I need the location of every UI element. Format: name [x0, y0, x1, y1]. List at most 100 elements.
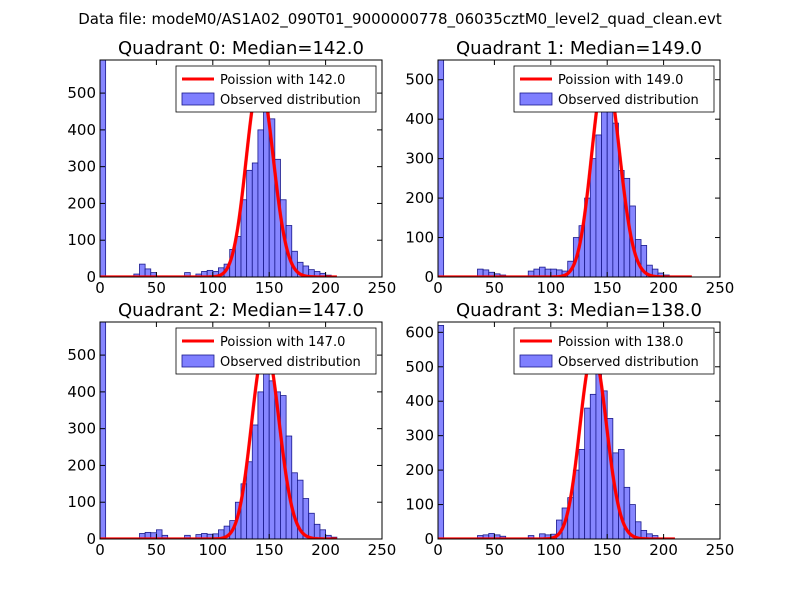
histogram-bar: [257, 391, 264, 539]
x-tick-label: 200: [649, 541, 678, 559]
histogram-bar: [139, 263, 146, 277]
histogram-bar: [595, 134, 602, 277]
legend-label-poisson: Poission with 147.0: [220, 335, 345, 350]
y-tick-label: 200: [405, 461, 434, 479]
histogram-bar: [438, 60, 445, 277]
y-tick-label: 400: [67, 121, 96, 139]
y-tick-label: 0: [86, 268, 96, 286]
poisson-fit-line: [438, 350, 676, 539]
x-tick-label: 0: [95, 541, 105, 559]
histogram-bar: [601, 110, 608, 277]
x-tick-label: 250: [368, 541, 397, 559]
histogram-bar: [251, 162, 259, 277]
legend-label-observed: Observed distribution: [220, 93, 361, 108]
figure-title: Data file: modeM0/AS1A02_090T01_90000007…: [78, 10, 722, 29]
y-tick-label: 400: [67, 383, 96, 401]
legend-swatch-observed: [519, 354, 553, 368]
subplot-title: Quadrant 2: Median=147.0: [118, 300, 364, 321]
y-tick-label: 200: [67, 456, 96, 474]
legend-label-observed: Observed distribution: [220, 355, 361, 370]
x-tick-label: 100: [198, 541, 227, 559]
y-tick-label: 500: [67, 84, 96, 102]
subplot-title: Quadrant 0: Median=142.0: [118, 38, 364, 59]
histogram-bar: [246, 461, 253, 539]
x-tick-label: 200: [311, 541, 340, 559]
x-tick-label: 50: [147, 279, 166, 297]
histogram-bar: [100, 322, 107, 539]
plot-area: [438, 325, 676, 539]
subplot-quadrant-0: 0 50 100 150 200 250 0 100 200 300 400 500 Quadrant …: [67, 38, 396, 297]
x-tick-label: 200: [649, 279, 678, 297]
x-tick-label: 150: [255, 279, 284, 297]
y-tick-label: 200: [67, 194, 96, 212]
plot-area: [100, 60, 338, 277]
histogram-bar: [246, 169, 253, 277]
y-tick-label: 200: [405, 189, 434, 207]
y-tick-label: 500: [405, 358, 434, 376]
y-tick-label: 0: [424, 268, 434, 286]
subplot-title: Quadrant 3: Median=138.0: [456, 300, 702, 321]
y-tick-label: 500: [405, 71, 434, 89]
y-tick-label: 0: [86, 530, 96, 548]
y-tick-label: 500: [67, 346, 96, 364]
x-tick-label: 150: [255, 541, 284, 559]
y-tick-label: 400: [405, 392, 434, 410]
histogram-bar: [308, 512, 315, 539]
x-tick-label: 0: [433, 279, 443, 297]
axes-frame: [99, 59, 383, 278]
legend-swatch-observed: [181, 354, 215, 368]
y-tick-label: 300: [67, 158, 96, 176]
histogram-bar: [584, 407, 591, 539]
y-tick-label: 100: [405, 496, 434, 514]
y-tick-label: 100: [405, 229, 434, 247]
legend-swatch-observed: [519, 92, 553, 106]
y-tick-label: 0: [424, 530, 434, 548]
x-tick-label: 0: [433, 541, 443, 559]
x-tick-label: 250: [706, 541, 735, 559]
subplot-quadrant-3: 0 50 100 150 200 250 0 100 200 300 400 500 600 Quadra…: [405, 300, 734, 559]
x-tick-label: 250: [706, 279, 735, 297]
x-tick-label: 100: [536, 279, 565, 297]
subplot-title: Quadrant 1: Median=149.0: [456, 38, 702, 59]
y-tick-label: 300: [405, 427, 434, 445]
legend-label-poisson: Poission with 142.0: [220, 73, 345, 88]
legend-label-observed: Observed distribution: [558, 93, 699, 108]
x-tick-label: 200: [311, 279, 340, 297]
y-tick-label: 300: [405, 150, 434, 168]
y-tick-label: 100: [67, 493, 96, 511]
histogram-bar: [268, 380, 276, 539]
poisson-fit-line: [438, 69, 693, 277]
legend-swatch-observed: [181, 92, 215, 106]
subplot-quadrant-1: 0 50 100 150 200 250 0 100 200 300 400 500 Quadrant …: [405, 38, 734, 297]
histogram-bar: [263, 111, 270, 277]
histogram-bar: [251, 424, 259, 539]
x-tick-label: 0: [95, 279, 105, 297]
legend-label-poisson: Poission with 149.0: [558, 73, 683, 88]
histogram-bar: [589, 393, 597, 539]
x-tick-label: 100: [536, 541, 565, 559]
y-tick-label: 300: [67, 420, 96, 438]
y-tick-label: 100: [67, 231, 96, 249]
histogram-bar: [263, 351, 270, 539]
histogram-bar: [640, 245, 648, 277]
x-tick-label: 250: [368, 279, 397, 297]
histogram-bar: [578, 449, 586, 539]
axes-frame: [99, 321, 383, 540]
poisson-fit-line: [100, 78, 338, 277]
histogram-bar: [589, 158, 597, 277]
x-tick-label: 150: [593, 541, 622, 559]
subplot-quadrant-2: 0 50 100 150 200 250 0 100 200 300 400 500 Quadrant …: [67, 300, 396, 559]
histogram-bar: [438, 325, 445, 539]
y-tick-label: 600: [405, 323, 434, 341]
x-tick-label: 100: [198, 279, 227, 297]
y-tick-label: 400: [405, 110, 434, 128]
subplots: 0 50 100 150 200 2500100200300400500Quadrant …: [67, 38, 734, 559]
histogram-bar: [100, 60, 107, 277]
axes-frame: [437, 59, 721, 278]
plot-area: [438, 60, 693, 277]
x-tick-label: 50: [485, 541, 504, 559]
x-tick-label: 150: [593, 279, 622, 297]
legend-label-poisson: Poission with 138.0: [558, 335, 683, 350]
x-tick-label: 50: [485, 279, 504, 297]
